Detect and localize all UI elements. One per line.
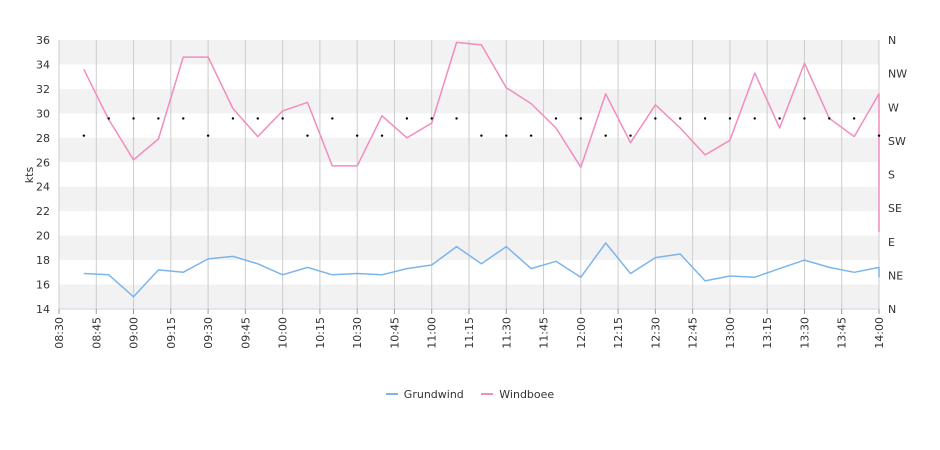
direction-point <box>480 134 483 137</box>
direction-point <box>107 117 110 120</box>
y-tick-label: 34 <box>36 58 50 71</box>
direction-point <box>157 117 160 120</box>
direction-tick-label: SE <box>888 202 902 215</box>
direction-point <box>852 117 856 120</box>
y-tick-label: 24 <box>36 181 50 194</box>
direction-point <box>231 117 235 120</box>
x-tick-label: 09:15 <box>165 317 178 349</box>
y-tick-label: 14 <box>36 303 50 316</box>
direction-tick-label: NE <box>888 269 903 282</box>
direction-tick-label: W <box>888 101 899 114</box>
direction-tick-label: S <box>888 169 895 182</box>
direction-point <box>778 117 781 120</box>
direction-point <box>132 117 135 120</box>
x-tick-label: 14:00 <box>873 317 886 349</box>
x-tick-label: 08:45 <box>90 317 103 349</box>
direction-point <box>306 134 309 137</box>
direction-point <box>529 134 533 137</box>
y-axis-ticks: 14 16 18 20 22 24 26 28 30 32 34 36 <box>36 34 50 316</box>
direction-point <box>629 134 632 137</box>
x-tick-label: 11:00 <box>426 317 439 349</box>
y-tick-label: 32 <box>36 83 50 96</box>
direction-point <box>604 134 607 137</box>
vertical-grid <box>58 40 880 309</box>
x-tick-label: 13:00 <box>724 317 737 349</box>
y-tick-label: 36 <box>36 34 50 47</box>
direction-tick-label: E <box>888 236 895 249</box>
y-tick-label: 26 <box>36 156 50 169</box>
x-tick-label: 10:15 <box>314 317 327 349</box>
direction-point <box>455 117 458 120</box>
x-tick-label: 13:15 <box>761 317 774 349</box>
x-tick-label: 09:30 <box>202 317 215 349</box>
series-line-windboee <box>83 41 880 232</box>
legend-label-grundwind: Grundwind <box>403 387 464 401</box>
legend-item-windboee[interactable]: Windboee <box>481 388 554 401</box>
direction-point <box>182 117 185 120</box>
direction-point <box>877 134 881 137</box>
x-tick-label: 10:00 <box>277 317 290 349</box>
direction-point <box>753 117 756 120</box>
y-tick-label: 30 <box>36 107 50 120</box>
y-axis-label: kts <box>23 167 36 184</box>
direction-tick-label: SW <box>888 135 906 148</box>
legend-label-windboee: Windboee <box>499 387 555 401</box>
direction-point <box>430 117 433 120</box>
x-axis-ticks: 08:30 08:45 09:00 09:15 09:30 09:45 10:00 10:15… <box>53 309 886 349</box>
direction-tick-label: N <box>888 34 896 47</box>
x-tick-label: 11:15 <box>463 317 476 349</box>
direction-point <box>803 117 806 120</box>
direction-tick-label: N <box>888 303 896 316</box>
x-tick-label: 12:15 <box>612 317 625 349</box>
direction-point <box>206 134 210 137</box>
direction-point <box>380 134 384 137</box>
direction-point <box>679 117 682 120</box>
x-tick-label: 10:45 <box>388 317 401 349</box>
direction-point <box>82 134 86 137</box>
direction-point <box>505 134 508 137</box>
legend: Grundwind Windboee <box>0 385 940 401</box>
x-tick-label: 12:45 <box>687 317 700 349</box>
direction-point <box>256 117 259 120</box>
x-tick-label: 12:30 <box>649 317 662 349</box>
x-tick-label: 11:45 <box>538 317 551 349</box>
series-lines <box>83 41 880 298</box>
x-tick-label: 12:00 <box>575 317 588 349</box>
y-tick-label: 22 <box>36 205 50 218</box>
x-tick-label: 13:30 <box>798 317 811 349</box>
direction-axis-ticks: N NE E SE S SW W NW N <box>888 34 907 316</box>
legend-swatch-grundwind <box>385 393 398 395</box>
direction-point <box>654 117 657 120</box>
direction-tick-label: NW <box>888 68 907 81</box>
y-tick-label: 16 <box>36 279 50 292</box>
x-tick-label: 09:00 <box>128 317 141 349</box>
direction-dots <box>82 117 881 137</box>
legend-item-grundwind[interactable]: Grundwind <box>385 387 464 401</box>
direction-point <box>828 117 831 120</box>
y-tick-label: 28 <box>36 132 50 145</box>
legend-swatch-windboee <box>481 393 494 395</box>
direction-point <box>728 117 732 120</box>
x-tick-label: 13:45 <box>836 317 849 349</box>
series-line-grundwind <box>83 242 880 298</box>
direction-point <box>554 117 558 120</box>
direction-point <box>355 134 359 137</box>
direction-point <box>579 117 583 120</box>
direction-point <box>331 117 334 120</box>
direction-point <box>703 117 707 120</box>
x-tick-label: 09:45 <box>239 317 252 349</box>
y-tick-label: 18 <box>36 254 50 267</box>
direction-point <box>281 117 284 120</box>
x-tick-label: 11:30 <box>500 317 513 349</box>
y-tick-label: 20 <box>36 230 50 243</box>
direction-point <box>405 117 409 120</box>
x-tick-label: 08:30 <box>53 317 66 349</box>
x-tick-label: 10:30 <box>351 317 364 349</box>
